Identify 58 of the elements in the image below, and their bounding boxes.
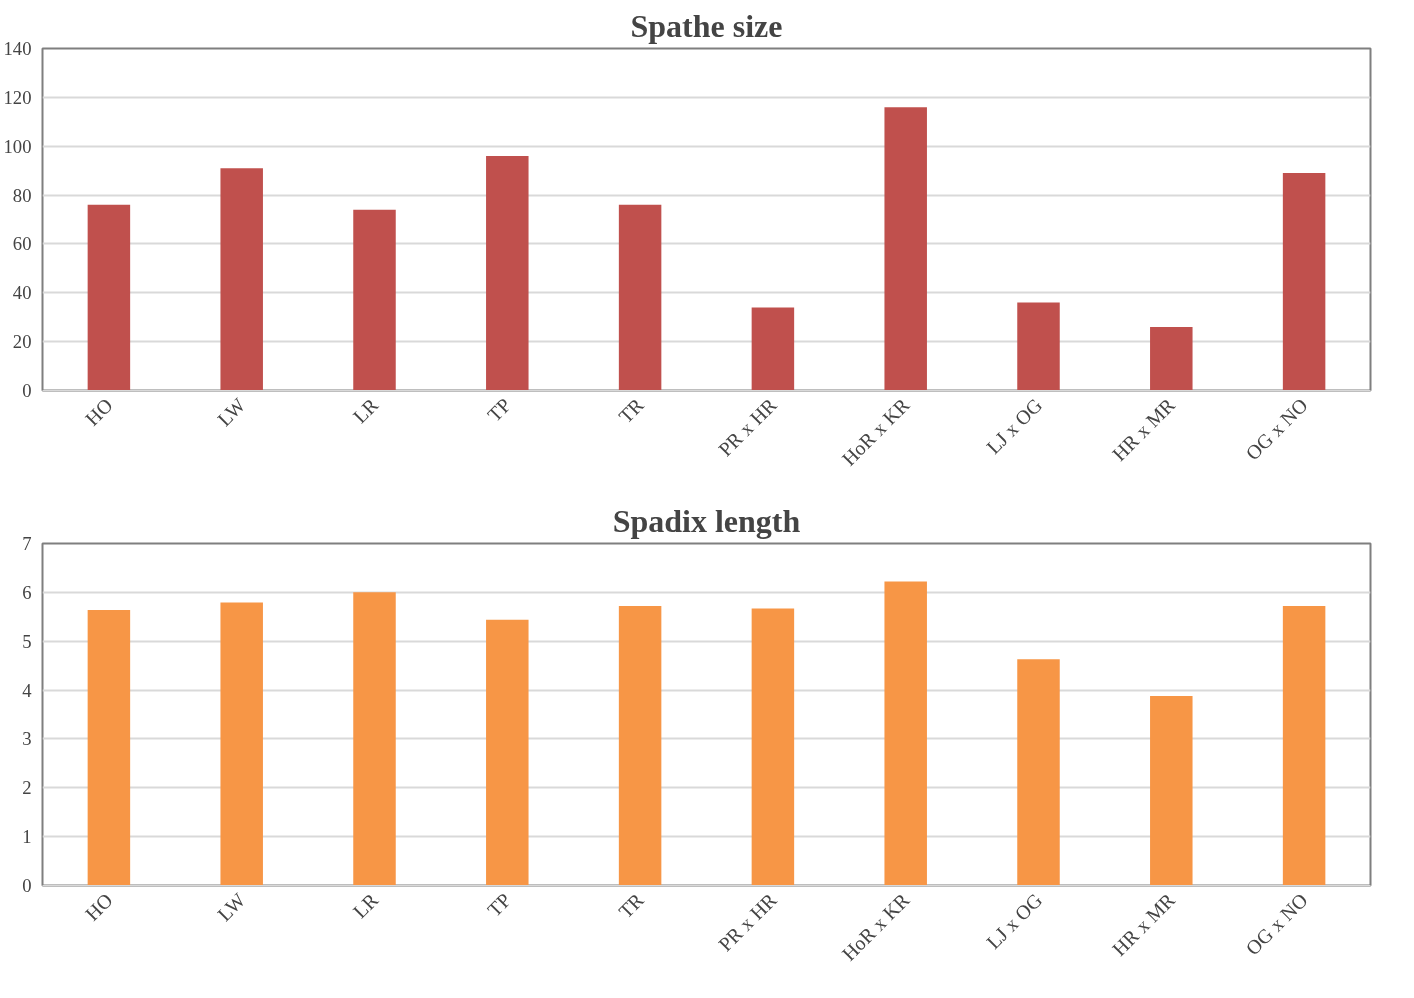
y-tick-label: 1 [22, 826, 32, 848]
x-tick-label: LJ x OG [982, 393, 1047, 458]
x-tick-label: HR x MR [1107, 888, 1180, 961]
bar [1282, 173, 1326, 391]
x-tick-label: TR [614, 393, 649, 428]
x-tick-label: HO [80, 393, 117, 430]
bar [486, 619, 529, 886]
y-tick-label: 0 [22, 875, 32, 896]
bar [751, 307, 795, 391]
x-tick-label: OG x NO [1241, 393, 1312, 465]
bar [220, 168, 263, 391]
bar [353, 209, 396, 391]
x-tick-label: LW [212, 888, 250, 926]
x-tick-label: TR [614, 888, 649, 923]
bar [353, 592, 396, 886]
y-tick-label: 80 [12, 184, 32, 206]
bar [884, 107, 927, 391]
bar [87, 609, 131, 886]
bar [1017, 302, 1060, 391]
x-tick-label: LJ x OG [982, 888, 1047, 953]
y-tick-label: 20 [12, 331, 32, 353]
y-tick-label: 60 [12, 233, 32, 255]
x-tick-label: LR [348, 888, 383, 923]
x-tick-label: PR x HR [714, 393, 782, 461]
bar [1282, 606, 1326, 886]
x-tick-label: LR [348, 393, 383, 428]
y-tick-label: 3 [22, 728, 32, 750]
bar [220, 602, 263, 886]
y-tick-label: 2 [22, 777, 32, 799]
bar [884, 581, 927, 886]
y-tick-label: 100 [3, 135, 32, 157]
bar [1017, 659, 1060, 886]
bar [1150, 326, 1193, 391]
x-tick-label: HO [80, 888, 117, 925]
y-tick-label: 140 [3, 38, 32, 59]
y-tick-label: 40 [12, 282, 32, 304]
bar [618, 606, 662, 886]
x-tick-label: HR x MR [1107, 393, 1180, 466]
chart-title: Spadix length [612, 502, 801, 539]
y-tick-label: 120 [3, 86, 32, 108]
y-tick-label: 7 [22, 533, 32, 554]
bar [486, 155, 529, 391]
x-tick-label: OG x NO [1241, 888, 1312, 960]
x-tick-label: HoR x KR [837, 393, 914, 470]
bar [751, 608, 795, 886]
x-tick-label: HoR x KR [837, 888, 914, 965]
x-tick-label: TP [483, 393, 516, 426]
y-tick-label: 0 [22, 380, 32, 401]
bar [87, 204, 131, 391]
chart-title: Spathe size [630, 7, 783, 44]
x-tick-label: TP [483, 888, 516, 921]
bar [618, 204, 662, 391]
bar [1150, 695, 1193, 886]
x-tick-label: LW [212, 393, 250, 431]
y-tick-label: 6 [22, 581, 32, 603]
x-tick-label: PR x HR [714, 888, 782, 956]
y-tick-label: 4 [22, 679, 33, 701]
y-tick-label: 5 [22, 630, 32, 652]
